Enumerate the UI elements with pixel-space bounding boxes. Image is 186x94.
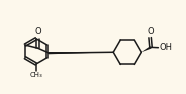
Text: O: O [147,27,154,36]
Text: CH₃: CH₃ [29,72,42,78]
Text: OH: OH [159,43,172,52]
Polygon shape [141,46,152,52]
Text: O: O [34,27,41,36]
Polygon shape [49,52,113,54]
